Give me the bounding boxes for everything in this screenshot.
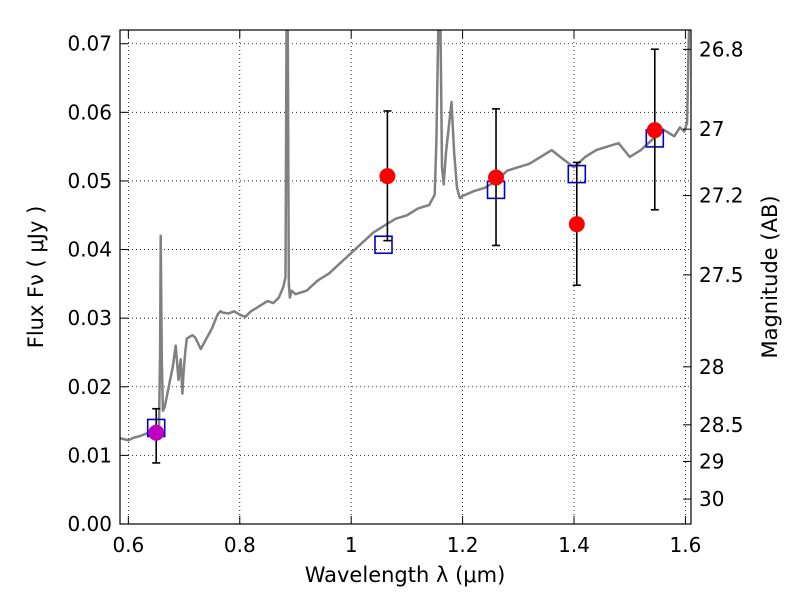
x-tick-label: 1.2 (447, 533, 479, 557)
x-axis-ticks: 0.6 0.8 1 1.2 1.4 1.6 (112, 30, 701, 557)
observed-point (568, 216, 585, 233)
observed-point (646, 122, 663, 139)
mag-tick-label: 30 (699, 487, 724, 511)
observed-point (148, 424, 165, 441)
mag-tick-label: 27.2 (699, 184, 744, 208)
y-axis-ticks: 0.00 0.01 0.02 0.03 0.04 0.05 0.06 0.07 (67, 32, 128, 536)
y-axis-label: Flux Fν ( μJy ) (24, 206, 48, 349)
observed-photometry (148, 48, 663, 464)
magnitude-axis-ticks: 26.8 27 27.2 27.5 28 28.5 29 30 (683, 37, 744, 511)
y-tick-label: 0.07 (67, 32, 112, 56)
y-tick-label: 0.02 (67, 375, 112, 399)
mag-tick-label: 29 (699, 449, 724, 473)
plot-area (120, 30, 691, 464)
x-tick-label: 1.4 (558, 533, 590, 557)
model-square (374, 235, 393, 255)
x-axis-label: Wavelength λ (μm) (305, 563, 506, 587)
mag-tick-label: 28 (699, 355, 724, 379)
y-tick-label: 0.06 (67, 100, 112, 124)
x-tick-label: 0.6 (112, 533, 144, 557)
x-tick-label: 0.8 (224, 533, 256, 557)
y-tick-label: 0.03 (67, 306, 112, 330)
y-tick-label: 0.05 (67, 169, 112, 193)
y-tick-label: 0.01 (67, 443, 112, 467)
template-spectrum-line (120, 30, 691, 442)
x-tick-label: 1.6 (670, 533, 702, 557)
y-tick-label: 0.04 (67, 238, 112, 262)
y-tick-label: 0.00 (67, 512, 112, 536)
y2-axis-label: Magnitude (AB) (758, 195, 782, 358)
x-tick-label: 1 (345, 533, 358, 557)
observed-point (379, 168, 396, 185)
mag-tick-label: 27 (699, 117, 724, 141)
plot-frame (119, 29, 692, 525)
mag-tick-label: 27.5 (699, 263, 744, 287)
mag-tick-label: 26.8 (699, 37, 744, 61)
mag-tick-label: 28.5 (699, 413, 744, 437)
observed-point (488, 169, 505, 186)
